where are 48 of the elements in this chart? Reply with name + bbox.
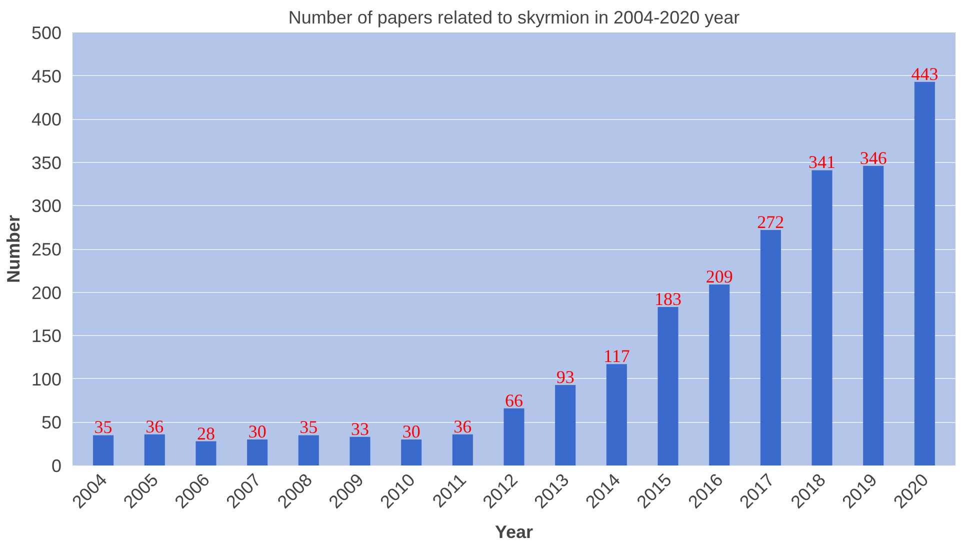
y-tick-label: 350 (31, 152, 62, 173)
bar (914, 82, 935, 466)
y-tick-label: 250 (31, 240, 62, 260)
y-axis-title: Number (3, 214, 24, 284)
data-label: 346 (860, 148, 887, 168)
chart-title: Number of papers related to skyrmion in 2004-2020 year (288, 8, 740, 28)
data-label: 93 (556, 366, 574, 387)
data-label: 66 (505, 390, 523, 410)
data-label: 272 (757, 212, 784, 232)
bar (658, 307, 678, 466)
y-tick-label: 450 (31, 66, 62, 86)
y-tick-label: 500 (31, 23, 62, 43)
data-label: 30 (402, 422, 420, 442)
bar (350, 436, 370, 466)
data-label: 35 (300, 417, 318, 438)
data-label: 443 (911, 64, 938, 84)
x-axis-title: Year (494, 522, 534, 542)
bar (504, 408, 524, 466)
data-label: 30 (248, 422, 266, 442)
y-tick-label: 100 (31, 369, 62, 390)
bar (452, 434, 473, 466)
bar (709, 284, 730, 466)
bar (760, 230, 781, 466)
y-tick-label: 300 (31, 196, 62, 216)
data-label: 209 (706, 266, 733, 287)
bar (196, 441, 216, 466)
data-label: 36 (146, 416, 164, 436)
data-label: 341 (808, 152, 836, 172)
y-tick-label: 200 (31, 282, 62, 303)
y-tick-label: 50 (41, 412, 62, 433)
bar (93, 435, 114, 466)
bar (812, 170, 832, 466)
bar (606, 364, 627, 466)
data-label: 117 (604, 346, 630, 366)
bar (863, 166, 884, 466)
bar (144, 434, 165, 466)
y-tick-label: 0 (51, 456, 62, 476)
data-label: 28 (196, 423, 215, 444)
data-label: 35 (94, 417, 112, 438)
y-tick-label: 400 (31, 110, 62, 130)
bar (555, 384, 576, 466)
data-label: 33 (350, 418, 369, 439)
bar (401, 440, 422, 466)
data-label: 183 (654, 289, 682, 310)
data-label: 36 (454, 416, 472, 436)
y-tick-label: 150 (31, 326, 62, 346)
bar (247, 440, 268, 466)
bar (298, 435, 319, 466)
